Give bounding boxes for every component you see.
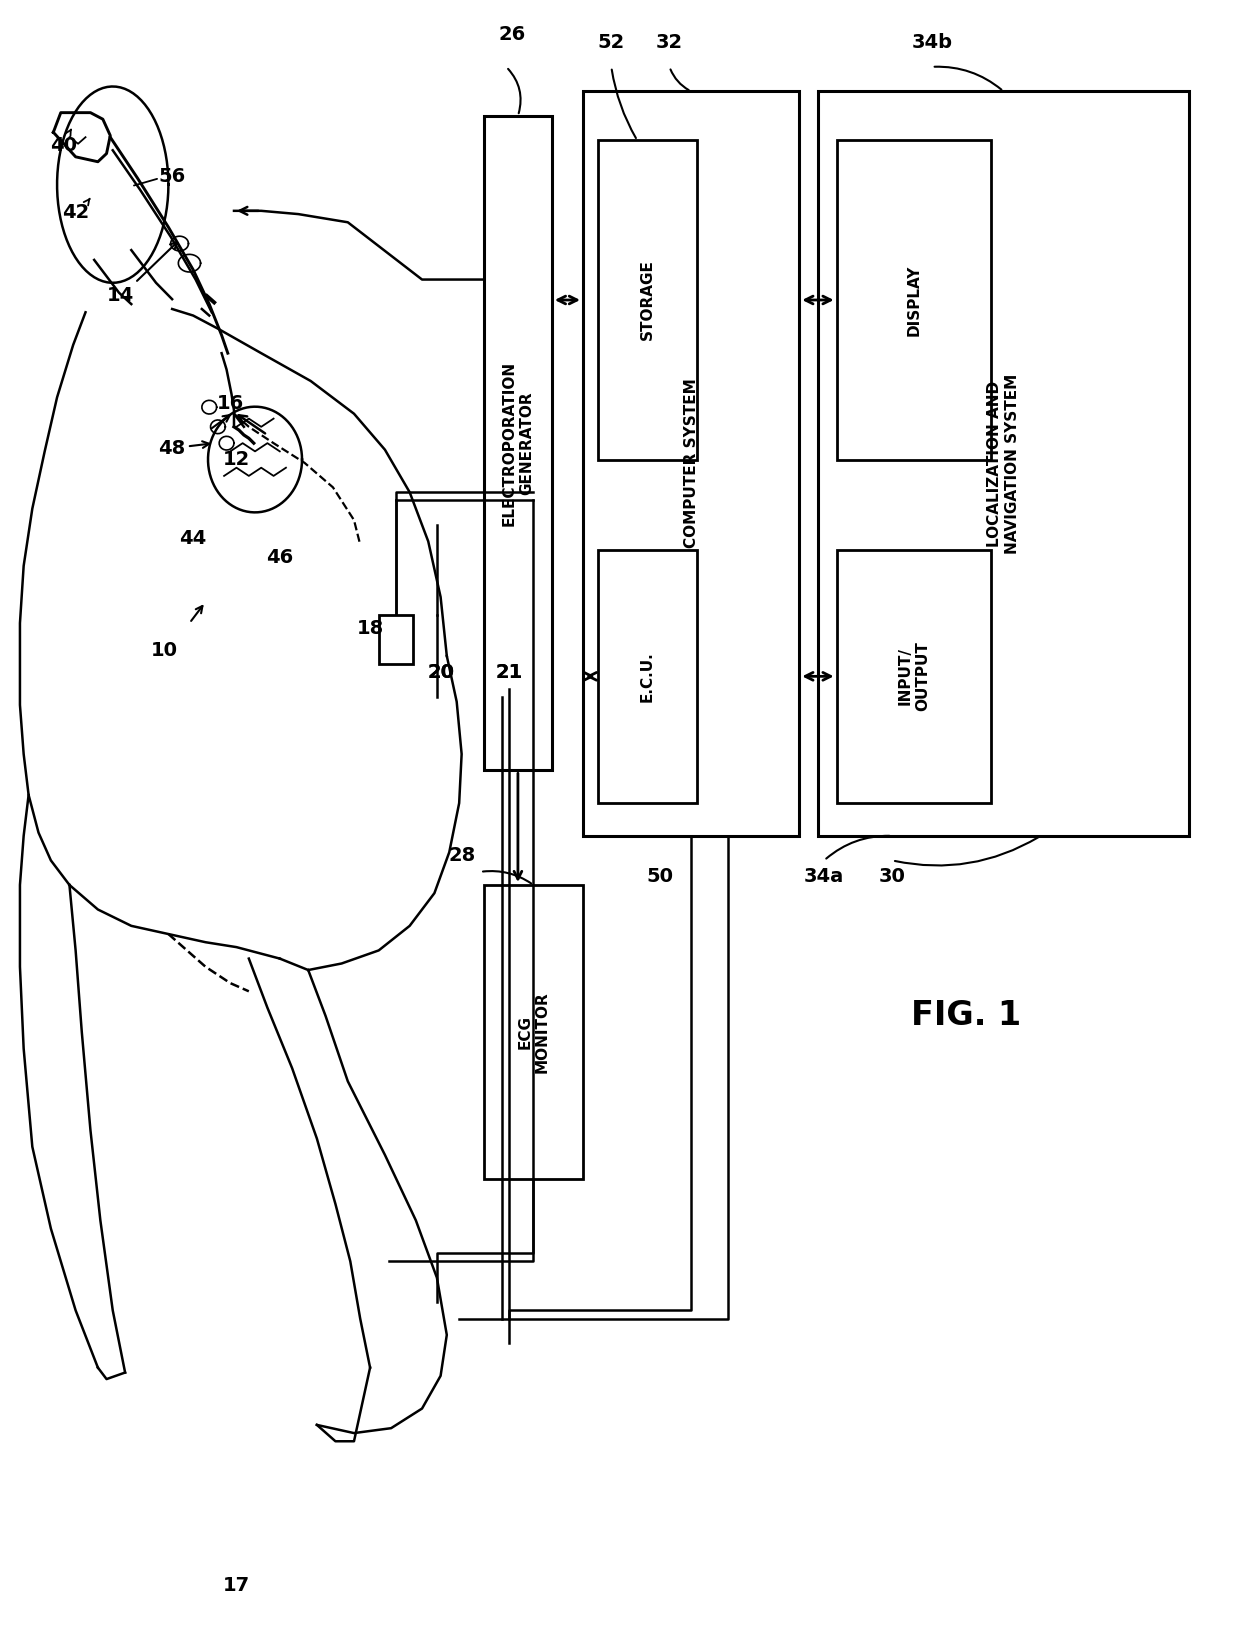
Text: 40: 40 (50, 136, 77, 154)
Text: LOCALIZATION AND
NAVIGATION SYSTEM: LOCALIZATION AND NAVIGATION SYSTEM (987, 374, 1019, 554)
Text: 18: 18 (356, 618, 383, 638)
FancyBboxPatch shape (583, 92, 800, 836)
Text: 52: 52 (598, 33, 625, 52)
Text: STORAGE: STORAGE (640, 259, 655, 341)
Text: 10: 10 (151, 641, 179, 661)
Text: 42: 42 (62, 203, 89, 221)
Text: 20: 20 (427, 662, 454, 682)
Text: 30: 30 (879, 867, 905, 887)
FancyBboxPatch shape (818, 92, 1189, 836)
Text: 26: 26 (498, 25, 526, 44)
Text: 50: 50 (646, 867, 673, 887)
FancyBboxPatch shape (484, 116, 552, 770)
Text: 34a: 34a (804, 867, 844, 887)
Text: ELECTROPORATION
GENERATOR: ELECTROPORATION GENERATOR (502, 361, 534, 526)
FancyBboxPatch shape (484, 885, 583, 1180)
FancyBboxPatch shape (598, 141, 697, 459)
Text: 21: 21 (495, 662, 522, 682)
Text: DISPLAY: DISPLAY (906, 264, 921, 336)
Text: ECG
MONITOR: ECG MONITOR (517, 992, 549, 1074)
Text: 16: 16 (217, 395, 244, 413)
Text: 17: 17 (223, 1575, 250, 1595)
Text: FIG. 1: FIG. 1 (911, 1000, 1022, 1033)
Text: 14: 14 (107, 287, 134, 305)
Text: 56: 56 (159, 167, 186, 185)
Text: 20: 20 (427, 662, 454, 682)
FancyBboxPatch shape (378, 615, 413, 664)
Text: 44: 44 (180, 528, 207, 547)
Text: 28: 28 (448, 846, 475, 865)
FancyBboxPatch shape (598, 549, 697, 803)
Text: INPUT/
OUTPUT: INPUT/ OUTPUT (898, 641, 930, 711)
Text: COMPUTER SYSTEM: COMPUTER SYSTEM (683, 379, 698, 549)
Text: 46: 46 (267, 547, 294, 567)
FancyBboxPatch shape (837, 141, 991, 459)
Text: 34b: 34b (911, 33, 952, 52)
Text: 21: 21 (495, 662, 522, 682)
Text: 32: 32 (656, 33, 683, 52)
FancyBboxPatch shape (837, 549, 991, 803)
Text: E.C.U.: E.C.U. (640, 651, 655, 701)
Text: 12: 12 (223, 451, 250, 469)
Text: 48: 48 (159, 439, 186, 457)
